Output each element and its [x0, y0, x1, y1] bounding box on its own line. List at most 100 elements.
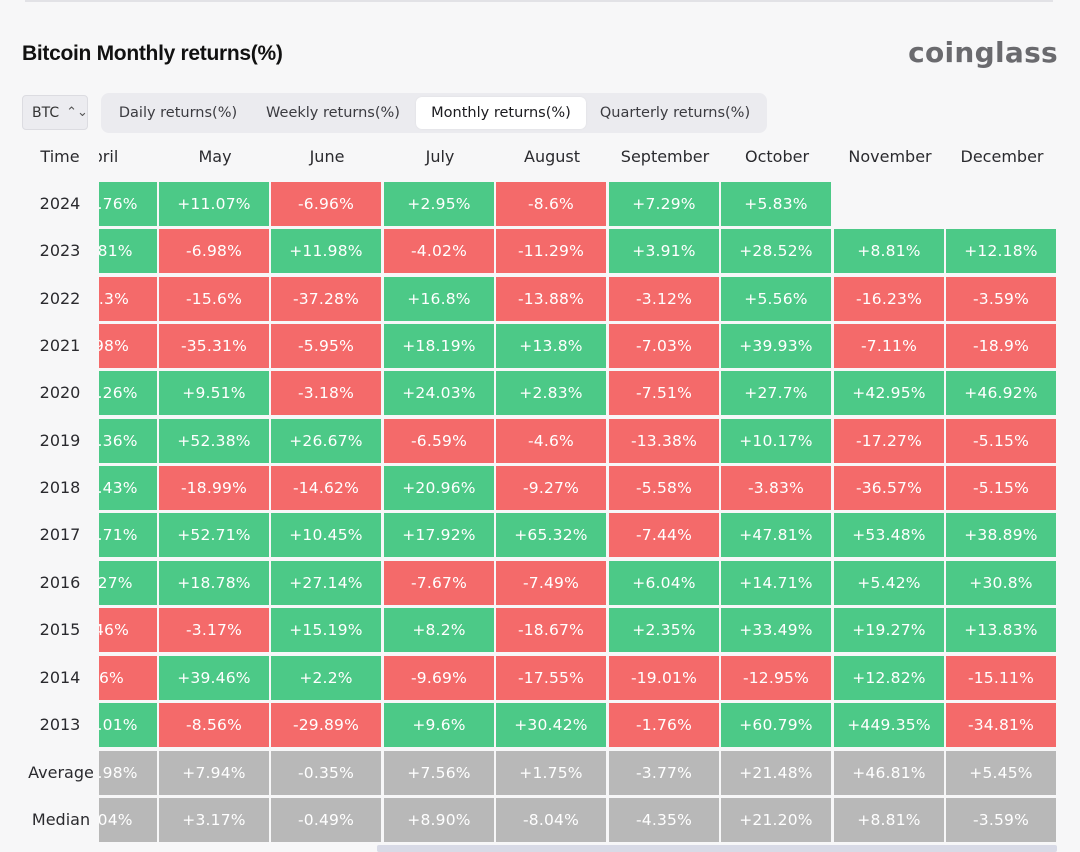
return-cell: +53.48%: [834, 513, 944, 557]
return-cell: +5.56%: [721, 277, 831, 321]
return-cell-april: -1.6%: [99, 656, 157, 700]
return-cell: -3.59%: [946, 798, 1056, 842]
tab-monthly-returns[interactable]: Monthly returns(%): [416, 97, 586, 129]
return-cell: -8.56%: [159, 703, 269, 747]
column-header-august: August: [524, 147, 580, 166]
return-cell: -7.51%: [609, 371, 719, 415]
return-cell: -12.95%: [721, 656, 831, 700]
return-cell: +8.81%: [834, 229, 944, 273]
return-cell: +30.8%: [946, 561, 1056, 605]
april-cell-clip: -3.46%: [99, 608, 157, 652]
year-label: 2024: [39, 194, 81, 213]
return-cell: -6.98%: [159, 229, 269, 273]
april-cell-clip: -17.3%: [99, 277, 157, 321]
return-cell: +28.52%: [721, 229, 831, 273]
return-cell: -13.38%: [609, 419, 719, 463]
return-cell: +5.42%: [834, 561, 944, 605]
return-cell-april: +50.01%: [99, 703, 157, 747]
return-cell: -5.58%: [609, 466, 719, 510]
return-cell: +7.94%: [159, 751, 269, 795]
return-cell: -6.59%: [384, 419, 494, 463]
column-header-september: September: [620, 147, 710, 166]
return-cell: -14.62%: [271, 466, 381, 510]
year-label: 2018: [39, 478, 81, 497]
return-cell: -3.12%: [609, 277, 719, 321]
horizontal-scrollbar[interactable]: [377, 845, 1057, 852]
return-cell: -9.69%: [384, 656, 494, 700]
chevron-up-down-icon: ⌃⌄: [66, 105, 88, 120]
summary-label: Average: [28, 763, 94, 782]
tab-quarterly-returns[interactable]: Quarterly returns(%): [599, 105, 751, 121]
return-cell: -4.6%: [496, 419, 606, 463]
return-cell: +42.95%: [834, 371, 944, 415]
tab-weekly-returns[interactable]: Weekly returns(%): [266, 105, 400, 121]
return-cell: +18.19%: [384, 324, 494, 368]
return-cell: +2.2%: [271, 656, 381, 700]
return-cell: -5.15%: [946, 419, 1056, 463]
return-cell: +9.51%: [159, 371, 269, 415]
time-header: Time: [40, 147, 80, 166]
return-cell: +21.20%: [721, 798, 831, 842]
year-label: 2015: [39, 620, 81, 639]
return-cell-april: -1.98%: [99, 324, 157, 368]
return-cell: +11.07%: [159, 182, 269, 226]
return-cell: +19.27%: [834, 608, 944, 652]
return-cell-april: +25.71%: [99, 513, 157, 557]
return-cell: -37.28%: [271, 277, 381, 321]
return-cell: +52.71%: [159, 513, 269, 557]
return-cell: -7.03%: [609, 324, 719, 368]
return-cell: +10.45%: [271, 513, 381, 557]
return-cell: -9.27%: [496, 466, 606, 510]
return-cell: +8.90%: [384, 798, 494, 842]
return-cell: -5.95%: [271, 324, 381, 368]
return-cell: -6.96%: [271, 182, 381, 226]
year-label: 2021: [39, 336, 81, 355]
april-cell-clip: +34.26%: [99, 371, 157, 415]
return-cell-april: +15.76%: [99, 182, 157, 226]
return-cell: +17.92%: [384, 513, 494, 557]
return-cell: +46.92%: [946, 371, 1056, 415]
return-cell: +16.8%: [384, 277, 494, 321]
return-cell: -7.11%: [834, 324, 944, 368]
return-cell: +21.48%: [721, 751, 831, 795]
return-cell: +27.7%: [721, 371, 831, 415]
april-cell-clip: +30.36%: [99, 419, 157, 463]
year-label: 2023: [39, 241, 81, 260]
return-cell: +15.19%: [271, 608, 381, 652]
return-cell-april: +30.36%: [99, 419, 157, 463]
return-cell: -18.9%: [946, 324, 1056, 368]
return-cell: -19.01%: [609, 656, 719, 700]
return-cell: +7.56%: [384, 751, 494, 795]
return-cell: -8.04%: [496, 798, 606, 842]
return-cell: +2.35%: [609, 608, 719, 652]
return-cell: -8.6%: [496, 182, 606, 226]
coin-select[interactable]: BTC ⌃⌄: [22, 95, 88, 130]
year-label: 2013: [39, 715, 81, 734]
column-header-october: October: [744, 147, 810, 166]
return-cell: +9.6%: [384, 703, 494, 747]
return-cell: +8.2%: [384, 608, 494, 652]
return-cell: -1.76%: [609, 703, 719, 747]
return-cell: +30.42%: [496, 703, 606, 747]
return-cell: -18.99%: [159, 466, 269, 510]
year-label: 2020: [39, 383, 81, 402]
april-cell-clip: +15.76%: [99, 182, 157, 226]
return-cell-april: +12.98%: [99, 751, 157, 795]
return-cell: +38.89%: [946, 513, 1056, 557]
return-cell: +2.95%: [384, 182, 494, 226]
return-cell: +13.8%: [496, 324, 606, 368]
return-cell: -36.57%: [834, 466, 944, 510]
return-cell: +60.79%: [721, 703, 831, 747]
return-cell: -11.29%: [496, 229, 606, 273]
april-cell-clip: +2.81%: [99, 229, 157, 273]
april-header-clip: April: [99, 140, 158, 174]
return-cell: -0.49%: [271, 798, 381, 842]
return-cell: +39.46%: [159, 656, 269, 700]
return-cell: -15.6%: [159, 277, 269, 321]
column-header-november: November: [848, 147, 932, 166]
return-cell: +5.83%: [721, 182, 831, 226]
return-cell: -17.55%: [496, 656, 606, 700]
tab-daily-returns[interactable]: Daily returns(%): [118, 105, 238, 121]
return-cell: +3.17%: [159, 798, 269, 842]
return-cell: +13.83%: [946, 608, 1056, 652]
